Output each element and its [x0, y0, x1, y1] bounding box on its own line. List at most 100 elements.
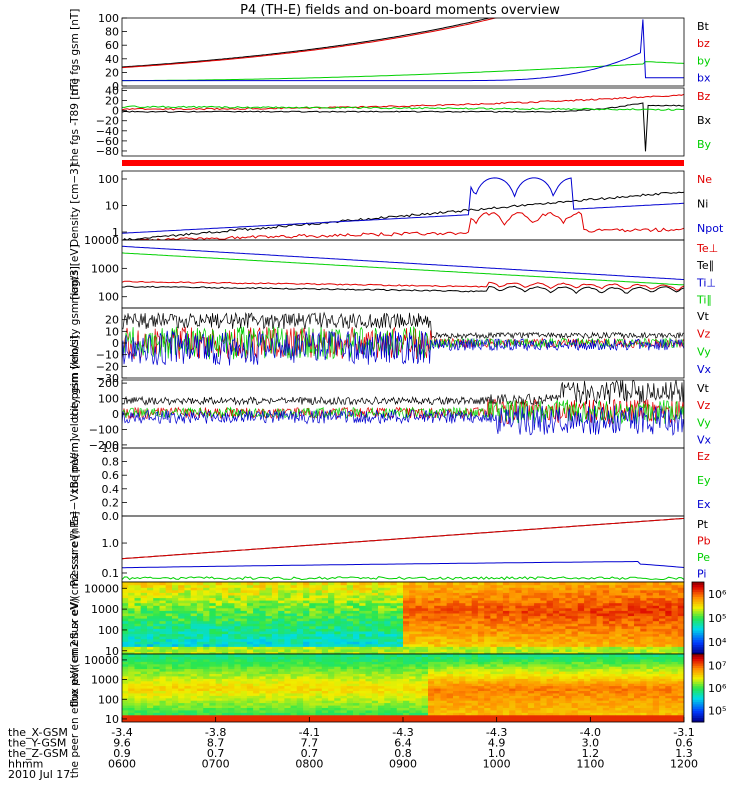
- spectrogram-cell: [165, 592, 173, 596]
- spectrogram-cell: [459, 630, 466, 635]
- spectrogram-cell: [571, 705, 579, 708]
- spectrogram-cell: [203, 587, 210, 591]
- spectrogram-cell: [446, 656, 454, 660]
- spectrogram-cell: [428, 623, 435, 627]
- spectrogram-cell: [271, 666, 279, 670]
- spectrogram-cell: [390, 628, 398, 632]
- spectrogram-cell: [215, 675, 223, 679]
- spectrogram-cell: [509, 648, 516, 653]
- spectrogram-cell: [577, 700, 585, 704]
- spectrogram-cell: [615, 587, 623, 591]
- spectrogram-cell: [428, 589, 435, 593]
- spectrogram-cell: [228, 688, 235, 691]
- spectrogram-cell: [246, 646, 254, 650]
- spectrogram-cell: [428, 656, 435, 660]
- y-axis-label: the fgs -T89 [nT]: [69, 79, 81, 166]
- spectrogram-cell: [515, 612, 523, 617]
- spectrogram-cell: [209, 668, 217, 672]
- spectrogram-cell: [459, 587, 466, 591]
- spectrogram-cell: [677, 633, 684, 637]
- spectrogram-cell: [465, 592, 473, 596]
- spectrogram-cell: [190, 643, 198, 647]
- spectrogram-cell: [453, 641, 460, 645]
- spectrogram-cell: [428, 587, 435, 591]
- spectrogram-cell: [428, 673, 435, 677]
- spectrogram-cell: [190, 633, 198, 637]
- spectrogram-cell: [265, 719, 273, 722]
- spectrogram-cell: [527, 638, 535, 642]
- spectrogram-cell: [515, 702, 523, 706]
- spectrogram-cell: [671, 625, 679, 629]
- spectrogram-cell: [290, 625, 298, 629]
- spectrogram-cell: [159, 688, 167, 691]
- spectrogram-cell: [490, 695, 498, 699]
- spectrogram-cell: [677, 582, 684, 586]
- spectrogram-cell: [184, 643, 192, 647]
- spectrogram-cell: [209, 690, 217, 694]
- spectrogram-cell: [590, 697, 598, 701]
- spectrogram-cell: [515, 625, 523, 629]
- spectrogram-cell: [527, 707, 535, 711]
- spectrogram-cell: [471, 717, 479, 721]
- spectrogram-cell: [346, 680, 354, 684]
- spectrogram-cell: [571, 630, 579, 635]
- spectrogram-cell: [134, 688, 142, 691]
- spectrogram-cell: [246, 641, 254, 645]
- spectrogram-cell: [271, 638, 279, 642]
- spectrogram-cell: [459, 654, 466, 657]
- spectrogram-cell: [122, 692, 129, 696]
- spectrogram-cell: [640, 612, 648, 617]
- spectrogram-cell: [403, 671, 410, 674]
- spectrogram-cell: [328, 651, 335, 654]
- spectrogram-cell: [122, 683, 129, 687]
- spectrogram-cell: [365, 656, 373, 660]
- spectrogram-cell: [172, 636, 179, 640]
- spectrogram-cell: [122, 582, 129, 586]
- spectrogram-cell: [459, 584, 466, 588]
- spectrogram-cell: [615, 695, 623, 699]
- y-tick-label: −20: [96, 115, 119, 128]
- spectrogram-cell: [271, 597, 279, 601]
- spectrogram-cell: [403, 638, 410, 642]
- spectrogram-cell: [665, 597, 673, 601]
- spectrogram-cell: [403, 707, 410, 711]
- spectrogram-cell: [540, 602, 548, 606]
- spectrogram-cell: [278, 582, 285, 586]
- spectrogram-cell: [147, 712, 154, 716]
- spectrogram-cell: [246, 648, 254, 653]
- spectrogram-cell: [471, 623, 479, 627]
- spectrogram-cell: [228, 643, 235, 647]
- spectrogram-cell: [590, 719, 598, 722]
- spectrogram-cell: [509, 666, 516, 670]
- spectrogram-cell: [271, 673, 279, 677]
- spectrogram-cell: [353, 712, 360, 716]
- spectrogram-cell: [172, 646, 179, 650]
- spectrogram-cell: [453, 618, 460, 622]
- spectrogram-cell: [584, 683, 591, 687]
- spectrogram-cell: [634, 589, 641, 593]
- spectrogram-cell: [409, 656, 416, 660]
- spectrogram-cell: [446, 600, 454, 604]
- spectrogram-cell: [552, 700, 560, 704]
- spectrogram-cell: [584, 641, 591, 645]
- spectrogram-cell: [509, 656, 516, 660]
- spectrogram-cell: [446, 610, 454, 614]
- spectrogram-cell: [209, 638, 217, 642]
- spectrogram-cell: [471, 636, 479, 640]
- spectrogram-cell: [409, 680, 416, 684]
- spectrogram-cell: [346, 630, 354, 635]
- spectrogram-cell: [184, 587, 192, 591]
- spectrogram-cell: [303, 658, 310, 662]
- spectrogram-cell: [390, 584, 398, 588]
- spectrogram-cell: [147, 623, 154, 627]
- spectrogram-cell: [527, 584, 535, 588]
- spectrogram-cell: [196, 680, 204, 684]
- spectrogram-cell: [234, 643, 242, 647]
- spectrogram-cell: [502, 678, 510, 682]
- spectrogram-cell: [209, 692, 217, 696]
- spectrogram-cell: [159, 633, 167, 637]
- spectrogram-cell: [415, 709, 423, 713]
- spectrogram-cell: [615, 638, 623, 642]
- spectrogram-cell: [153, 592, 160, 596]
- spectrogram-cell: [584, 700, 591, 704]
